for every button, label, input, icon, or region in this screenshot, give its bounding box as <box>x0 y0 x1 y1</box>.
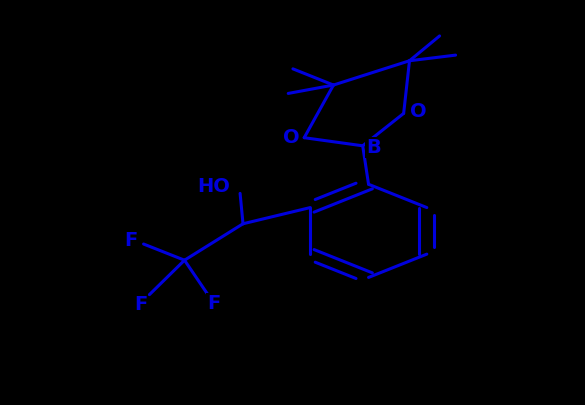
Text: F: F <box>207 294 221 313</box>
Text: F: F <box>124 231 137 250</box>
Text: O: O <box>410 102 426 121</box>
Text: O: O <box>283 128 300 147</box>
Text: HO: HO <box>197 177 230 196</box>
Text: F: F <box>134 295 147 314</box>
Text: B: B <box>366 139 381 157</box>
